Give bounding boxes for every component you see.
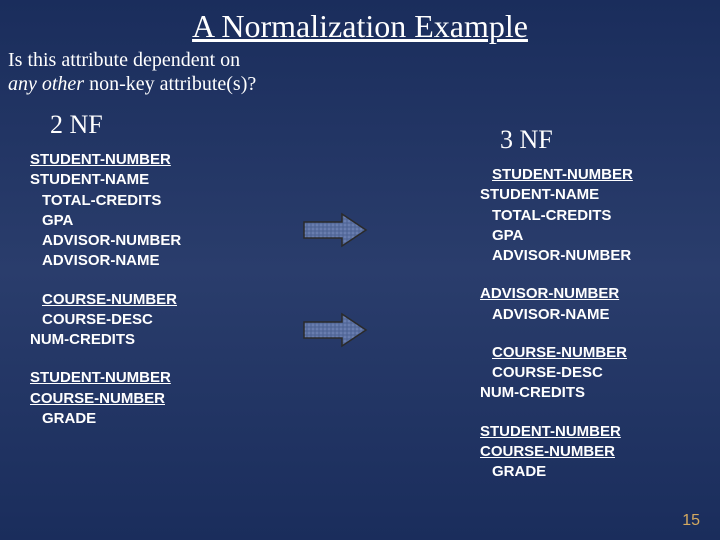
attribute: COURSE-DESC <box>480 363 633 383</box>
attribute-group: COURSE-NUMBERCOURSE-DESCNUM-CREDITS <box>480 343 633 404</box>
attribute: GPA <box>30 211 181 231</box>
column-2nf: 2 NF STUDENT-NUMBERSTUDENT-NAMETOTAL-CRE… <box>30 110 181 447</box>
attribute: ADVISOR-NUMBER <box>480 246 633 266</box>
question-italic: any other <box>8 73 84 95</box>
attribute: ADVISOR-NAME <box>480 305 633 325</box>
attribute: NUM-CREDITS <box>30 330 181 350</box>
slide-title: A Normalization Example <box>0 0 720 45</box>
attribute-group: STUDENT-NUMBERSTUDENT-NAMETOTAL-CREDITSG… <box>480 165 633 266</box>
attribute: STUDENT-NUMBER <box>30 150 181 170</box>
label-2nf: 2 NF <box>50 110 181 140</box>
attribute: TOTAL-CREDITS <box>480 206 633 226</box>
attribute: STUDENT-NUMBER <box>30 368 181 388</box>
arrow-icon <box>300 312 370 348</box>
attribute-group: ADVISOR-NUMBERADVISOR-NAME <box>480 284 633 325</box>
arrow-icon <box>300 212 370 248</box>
question-line1: Is this attribute dependent on <box>8 49 240 71</box>
attribute: ADVISOR-NUMBER <box>30 231 181 251</box>
attribute: GPA <box>480 226 633 246</box>
attribute: NUM-CREDITS <box>480 383 633 403</box>
attribute-group: STUDENT-NUMBERSTUDENT-NAMETOTAL-CREDITSG… <box>30 150 181 272</box>
question-text: Is this attribute dependent on any other… <box>8 48 256 96</box>
attribute-group: STUDENT-NUMBERCOURSE-NUMBERGRADE <box>480 422 633 483</box>
page-number: 15 <box>682 512 700 530</box>
attribute: ADVISOR-NUMBER <box>480 284 633 304</box>
attribute-group: STUDENT-NUMBERCOURSE-NUMBERGRADE <box>30 368 181 429</box>
attribute: COURSE-NUMBER <box>30 290 181 310</box>
attribute: GRADE <box>480 462 633 482</box>
attribute: STUDENT-NAME <box>30 170 181 190</box>
groups-2nf: STUDENT-NUMBERSTUDENT-NAMETOTAL-CREDITSG… <box>30 150 181 429</box>
attribute: COURSE-NUMBER <box>480 442 633 462</box>
column-3nf: 3 NF STUDENT-NUMBERSTUDENT-NAMETOTAL-CRE… <box>480 125 633 500</box>
attribute-group: COURSE-NUMBERCOURSE-DESCNUM-CREDITS <box>30 290 181 351</box>
attribute: GRADE <box>30 409 181 429</box>
attribute: STUDENT-NAME <box>480 185 633 205</box>
attribute: COURSE-DESC <box>30 310 181 330</box>
attribute: STUDENT-NUMBER <box>480 422 633 442</box>
attribute: TOTAL-CREDITS <box>30 191 181 211</box>
attribute: STUDENT-NUMBER <box>480 165 633 185</box>
attribute: COURSE-NUMBER <box>480 343 633 363</box>
attribute: COURSE-NUMBER <box>30 389 181 409</box>
question-rest: non-key attribute(s)? <box>84 73 256 95</box>
groups-3nf: STUDENT-NUMBERSTUDENT-NAMETOTAL-CREDITSG… <box>480 165 633 482</box>
attribute: ADVISOR-NAME <box>30 251 181 271</box>
label-3nf: 3 NF <box>500 125 633 155</box>
